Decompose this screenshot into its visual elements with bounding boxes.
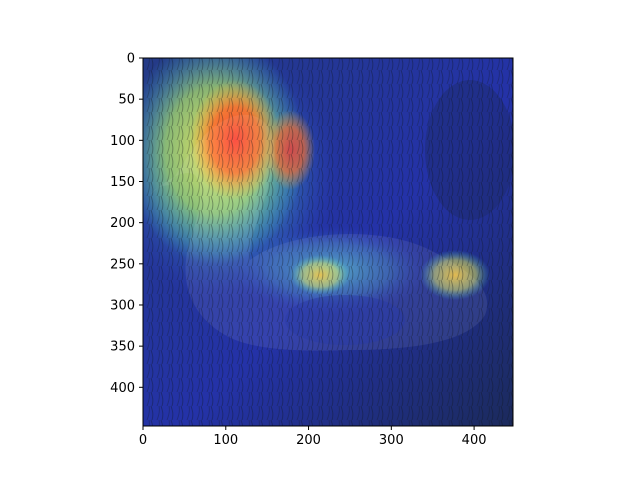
y-tick-label: 300 — [110, 298, 135, 313]
y-axis: 0 50 100 150 200 250 300 350 400 — [110, 52, 143, 396]
y-tick-label: 400 — [110, 381, 135, 396]
x-tick-label: 0 — [139, 433, 147, 448]
x-tick-label: 400 — [462, 433, 487, 448]
x-tick-label: 100 — [213, 433, 238, 448]
x-axis: 0 100 200 300 400 — [139, 426, 487, 448]
y-tick-label: 250 — [110, 257, 135, 272]
heatmap-image — [143, 58, 513, 426]
y-tick-label: 50 — [118, 93, 135, 108]
x-tick-label: 200 — [296, 433, 321, 448]
y-tick-label: 350 — [110, 340, 135, 355]
y-tick-label: 150 — [110, 175, 135, 190]
plot-frame — [142, 57, 514, 427]
y-tick-label: 100 — [110, 134, 135, 149]
x-tick-label: 300 — [379, 433, 404, 448]
y-tick-label: 0 — [127, 52, 135, 67]
y-tick-label: 200 — [110, 216, 135, 231]
